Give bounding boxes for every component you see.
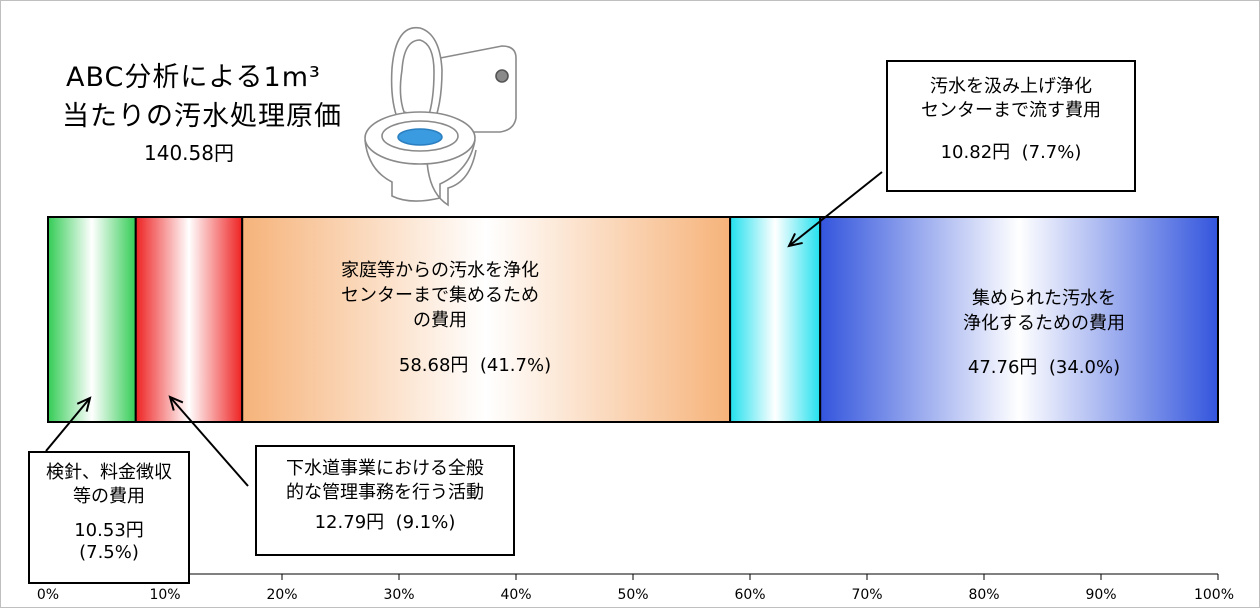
chart-title-line2: 当たりの汚水処理原価 (62, 101, 342, 132)
callout-segment-4: 汚水を汲み上げ浄化 センターまで流す費用 10.82円 (7.7%) (886, 60, 1136, 192)
x-tick-label: 80% (968, 587, 1000, 603)
x-tick-label: 20% (266, 587, 298, 603)
segment-3-label: 家庭等からの汚水を浄化 センターまで集めるため の費用 58.68円 (41.7… (341, 260, 552, 376)
x-tick-label: 70% (851, 587, 883, 603)
bar-segment-5 (819, 216, 1219, 423)
callout-segment-2: 下水道事業における全般 的な管理事務を行う活動 12.79円 (9.1%) (255, 445, 515, 556)
toilet-icon (364, 26, 517, 207)
total-cost: 140.58円 (144, 141, 234, 165)
x-tick-label: 50% (617, 587, 649, 603)
bar-segment-1 (47, 216, 137, 423)
x-axis (47, 573, 1219, 580)
arrow-segment-2 (169, 396, 249, 487)
x-tick-label: 60% (734, 587, 766, 603)
callout-segment-1: 検針、料金徴収 等の費用 10.53円 (7.5%) (28, 451, 190, 584)
arrow-segment-4 (788, 171, 883, 247)
bar-segment-4 (729, 216, 822, 423)
bar-segment-3 (241, 216, 732, 423)
arrow-segment-1-head (76, 396, 92, 412)
arrow-segment-2-head (168, 395, 184, 411)
arrow-segment-4-head (787, 232, 803, 248)
x-tick-label: 0% (36, 587, 60, 603)
segment-5-label: 集められた汚水を 浄化するための費用 47.76円 (34.0%) (963, 288, 1125, 378)
chart-title-line1: ABC分析による1m³ (66, 62, 321, 93)
arrow-segment-1 (45, 397, 91, 452)
x-tick-label: 100% (1193, 587, 1235, 603)
x-tick-label: 30% (383, 587, 415, 603)
x-tick-label: 40% (500, 587, 532, 603)
bar-segment-2 (134, 216, 244, 423)
x-tick-label: 90% (1085, 587, 1117, 603)
x-tick-label: 10% (149, 587, 181, 603)
